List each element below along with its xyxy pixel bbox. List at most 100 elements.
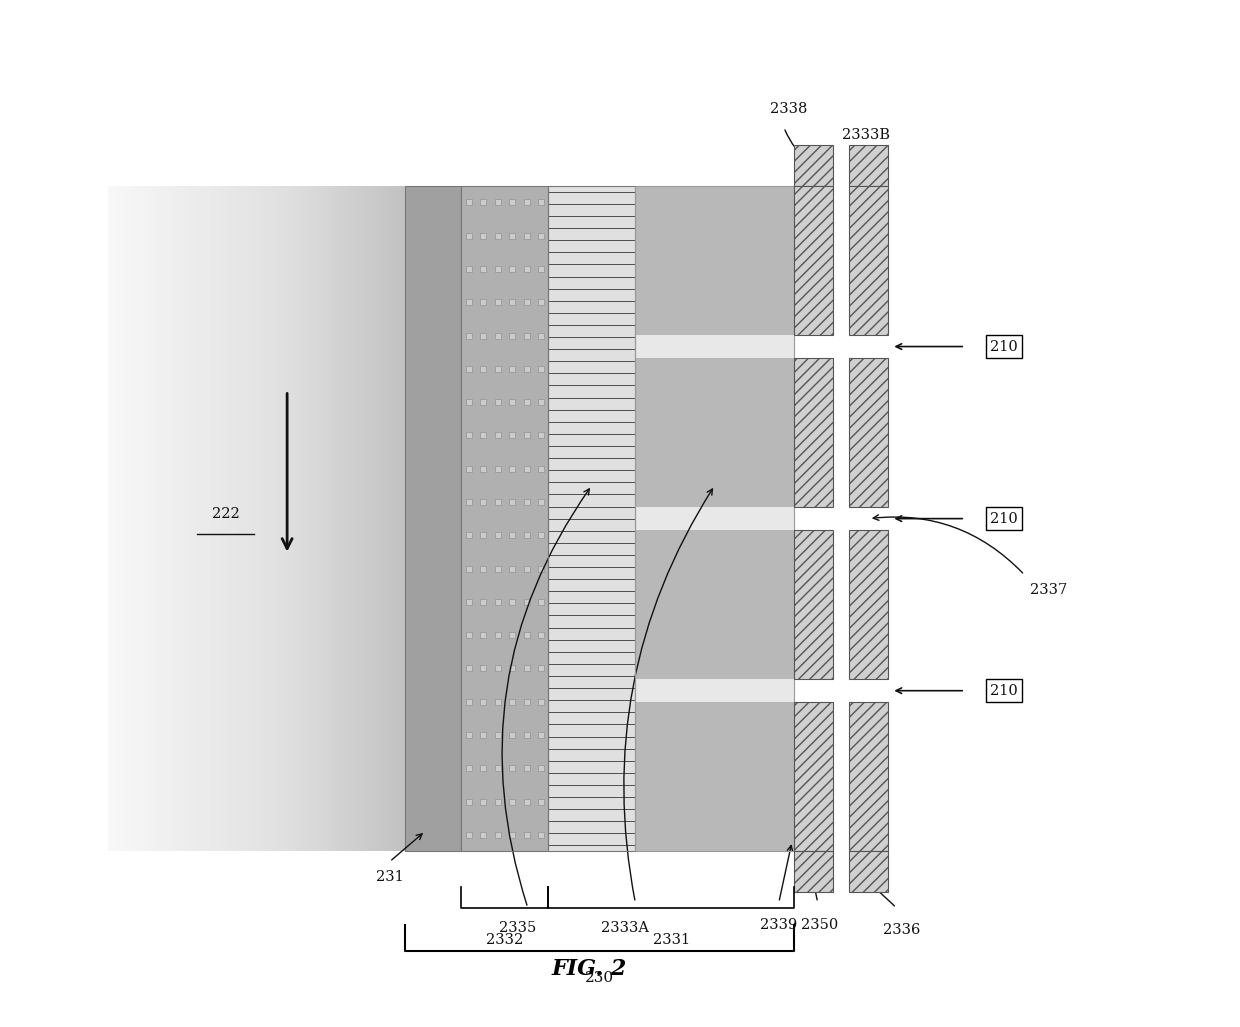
Bar [325, 186, 327, 851]
Bar [264, 186, 268, 851]
Bar [229, 186, 233, 851]
Bar [296, 186, 299, 851]
Bar [849, 186, 888, 335]
Bar [387, 186, 389, 851]
Bar [382, 186, 384, 851]
Text: FIG. 2: FIG. 2 [552, 958, 627, 981]
Bar [635, 357, 794, 507]
Bar [794, 357, 833, 507]
Bar [353, 186, 356, 851]
Bar [372, 186, 374, 851]
Bar [250, 186, 253, 851]
Bar [166, 186, 170, 851]
Text: 222: 222 [212, 506, 239, 521]
Bar [334, 186, 336, 851]
Bar [635, 530, 794, 680]
Text: 2336: 2336 [883, 923, 920, 938]
Bar [119, 186, 123, 851]
Bar [218, 186, 222, 851]
Bar [145, 186, 149, 851]
Bar [284, 186, 286, 851]
Bar [154, 186, 157, 851]
Text: 210: 210 [991, 511, 1018, 526]
Bar [288, 186, 290, 851]
Bar [236, 186, 239, 851]
Bar [312, 186, 315, 851]
Bar [384, 186, 387, 851]
Bar [244, 186, 248, 851]
Bar [242, 186, 244, 851]
Text: 210: 210 [991, 684, 1018, 697]
Bar [343, 186, 346, 851]
Bar [255, 186, 259, 851]
Bar [306, 186, 309, 851]
Bar [849, 530, 888, 680]
Text: 230: 230 [585, 972, 614, 985]
Bar [356, 186, 358, 851]
Bar [108, 186, 112, 851]
Bar [376, 186, 378, 851]
Text: 231: 231 [376, 870, 403, 884]
Bar [143, 186, 146, 851]
Bar [794, 702, 833, 851]
Bar [149, 186, 153, 851]
Text: 2333A: 2333A [601, 921, 649, 936]
Bar [350, 186, 352, 851]
Bar [210, 186, 213, 851]
Bar [401, 186, 403, 851]
Bar [849, 145, 888, 186]
Bar [299, 186, 301, 851]
Bar [849, 357, 888, 507]
Bar [548, 186, 635, 851]
Bar [635, 680, 794, 702]
Bar [305, 186, 308, 851]
Bar [253, 186, 257, 851]
Text: 2350: 2350 [801, 918, 838, 933]
Text: 210: 210 [991, 340, 1018, 353]
Bar [337, 186, 340, 851]
Bar [303, 186, 305, 851]
Bar [140, 186, 144, 851]
Bar [203, 186, 207, 851]
Bar [378, 186, 381, 851]
Bar [794, 186, 833, 335]
Bar [362, 186, 365, 851]
Bar [262, 186, 265, 851]
Bar [319, 186, 321, 851]
Bar [794, 530, 833, 680]
Bar [125, 186, 129, 851]
Bar [315, 186, 317, 851]
Bar [212, 186, 216, 851]
Bar [268, 186, 270, 851]
Bar [279, 186, 283, 851]
Bar [311, 186, 314, 851]
Text: 2335: 2335 [498, 921, 536, 936]
Bar [461, 186, 548, 851]
Bar [201, 186, 205, 851]
Bar [388, 186, 391, 851]
Text: 2331: 2331 [652, 934, 689, 948]
Bar [329, 186, 331, 851]
Bar [157, 186, 161, 851]
Bar [293, 186, 295, 851]
Bar [365, 186, 367, 851]
Bar [162, 186, 166, 851]
Bar [221, 186, 224, 851]
Bar [216, 186, 218, 851]
Bar [381, 186, 383, 851]
Bar [394, 186, 397, 851]
Bar [360, 186, 362, 851]
Bar [227, 186, 231, 851]
Bar [281, 186, 284, 851]
Bar [366, 186, 368, 851]
Bar [186, 186, 190, 851]
Bar [405, 186, 461, 851]
Bar [635, 702, 794, 851]
Bar [207, 186, 210, 851]
Text: 2337: 2337 [1029, 583, 1066, 598]
Bar [358, 186, 361, 851]
Bar [277, 186, 279, 851]
Bar [309, 186, 311, 851]
Bar [794, 145, 833, 186]
Bar [114, 186, 117, 851]
